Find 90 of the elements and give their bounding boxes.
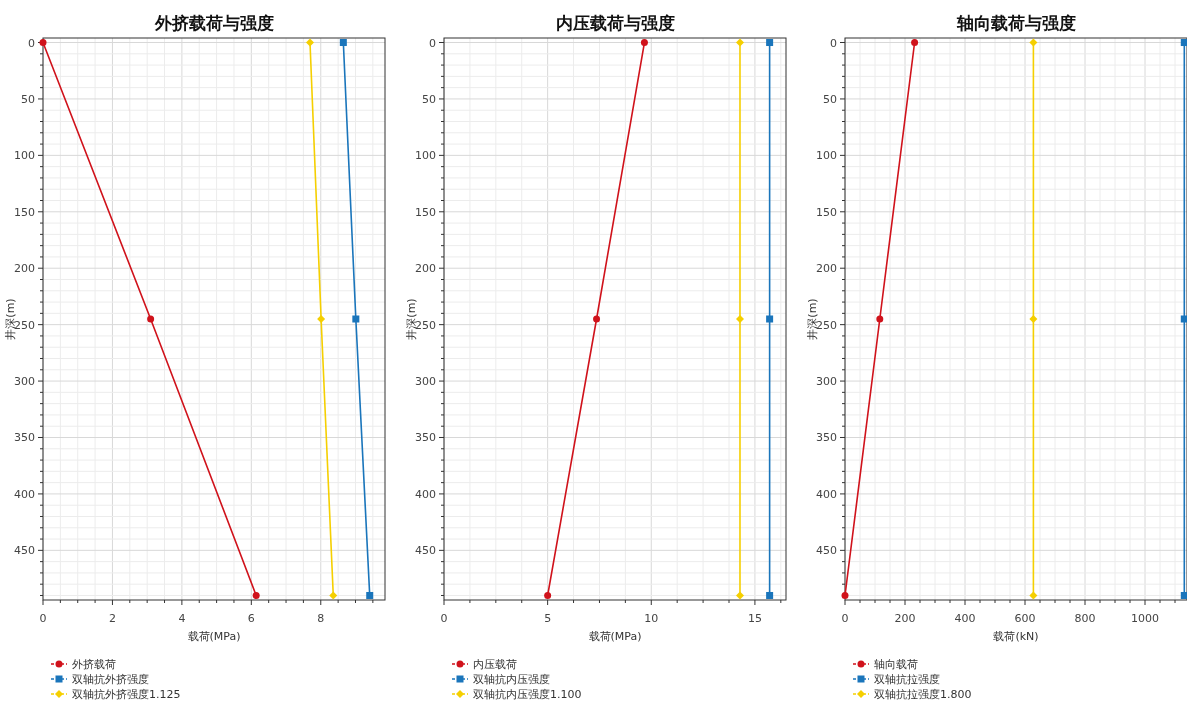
y-tick-label: 250 <box>14 318 35 332</box>
point <box>306 38 314 47</box>
y-tick-label: 400 <box>415 487 436 501</box>
y-tick-label: 250 <box>816 318 837 332</box>
chart-title: 外挤载荷与强度 <box>153 13 274 33</box>
y-tick-label: 350 <box>14 431 35 445</box>
y-tick-label: 50 <box>823 92 837 106</box>
point <box>766 591 774 599</box>
point <box>766 315 774 323</box>
point <box>39 39 47 47</box>
y-tick-label: 150 <box>14 205 35 219</box>
point <box>1029 38 1038 47</box>
y-tick-label: 100 <box>816 149 837 163</box>
x-tick-label: 0 <box>39 612 47 625</box>
y-tick-label: 350 <box>816 431 837 445</box>
x-tick-label: 0 <box>440 612 448 625</box>
point <box>544 591 552 599</box>
chart-title: 轴向载荷与强度 <box>955 13 1076 33</box>
y-tick-label: 100 <box>14 149 35 163</box>
chart-title: 内压载荷与强度 <box>555 13 675 33</box>
point <box>766 39 774 47</box>
point <box>1029 591 1038 600</box>
point <box>317 315 326 323</box>
point <box>339 39 347 47</box>
x-tick-label: 600 <box>1014 612 1036 625</box>
x-tick-label: 0 <box>841 612 849 625</box>
y-tick-label: 0 <box>28 36 35 50</box>
x-tick-label: 2 <box>108 612 116 625</box>
y-tick-label: 150 <box>816 205 837 219</box>
y-tick-label: 400 <box>816 487 837 501</box>
y-tick-label: 400 <box>14 487 35 501</box>
y-tick-label: 450 <box>14 544 35 558</box>
x-tick-label: 1000 <box>1131 612 1159 625</box>
x-tick-label: 15 <box>747 612 762 625</box>
point <box>1180 591 1187 599</box>
y-tick-label: 450 <box>816 544 837 558</box>
x-axis-title: 载荷(MPa) <box>187 630 241 643</box>
point <box>1180 39 1187 47</box>
y-tick-label: 0 <box>830 36 837 50</box>
y-tick-label: 300 <box>816 375 837 389</box>
point <box>911 39 919 47</box>
legend-label: 双轴抗内压强度1.100 <box>473 688 582 701</box>
point <box>1180 315 1187 323</box>
y-axis-title: 井深(m) <box>4 298 17 340</box>
y-tick-label: 350 <box>415 431 436 445</box>
point <box>352 315 360 323</box>
point <box>841 591 849 599</box>
legend-label: 双轴抗内压强度 <box>473 673 550 686</box>
x-tick-label: 200 <box>894 612 916 625</box>
point <box>876 315 884 323</box>
x-tick-label: 4 <box>178 612 186 625</box>
y-tick-label: 150 <box>415 205 436 219</box>
y-axis-title: 井深(m) <box>405 298 418 340</box>
y-tick-label: 300 <box>14 375 35 389</box>
point <box>329 591 338 600</box>
x-axis-title: 载荷(kN) <box>993 630 1039 643</box>
point <box>735 315 744 323</box>
x-tick-label: 400 <box>954 612 976 625</box>
legend-label: 双轴抗拉强度 <box>874 673 940 686</box>
x-tick-label: 8 <box>317 612 325 625</box>
point <box>366 591 374 599</box>
x-tick-label: 10 <box>644 612 659 625</box>
x-axis-title: 载荷(MPa) <box>588 630 642 643</box>
legend-label: 双轴抗外挤强度1.125 <box>72 688 181 701</box>
point <box>735 591 744 600</box>
x-tick-label: 6 <box>247 612 255 625</box>
point <box>252 591 260 599</box>
legend-label: 双轴抗拉强度1.800 <box>874 688 972 701</box>
point <box>640 39 648 47</box>
point <box>735 38 744 47</box>
y-tick-label: 200 <box>816 262 837 276</box>
x-tick-label: 800 <box>1074 612 1096 625</box>
y-tick-label: 100 <box>415 149 436 163</box>
x-tick-label: 5 <box>544 612 552 625</box>
point <box>593 315 601 323</box>
y-tick-label: 50 <box>422 92 436 106</box>
y-tick-label: 50 <box>21 92 35 106</box>
legend-label: 轴向载荷 <box>874 658 918 671</box>
point <box>1029 315 1038 323</box>
y-tick-label: 300 <box>415 375 436 389</box>
y-axis-title: 井深(m) <box>806 298 819 340</box>
legend-label: 双轴抗外挤强度 <box>72 673 149 686</box>
legend-label: 外挤载荷 <box>72 658 116 671</box>
point <box>147 315 155 323</box>
y-tick-label: 200 <box>14 262 35 276</box>
y-tick-label: 450 <box>415 544 436 558</box>
legend-label: 内压载荷 <box>473 658 517 671</box>
y-tick-label: 200 <box>415 262 436 276</box>
y-tick-label: 250 <box>415 318 436 332</box>
y-tick-label: 0 <box>429 36 436 50</box>
